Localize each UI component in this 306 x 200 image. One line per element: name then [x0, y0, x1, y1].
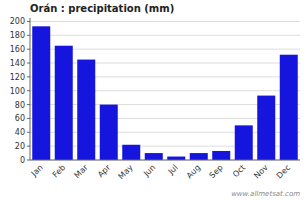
grid-line [30, 35, 300, 36]
y-tick-label: 60 [15, 114, 25, 123]
bars [32, 26, 298, 160]
x-tick-label: Jul [166, 163, 180, 177]
x-axis: Jan Feb Mar AprMay Jun Jul Aug Sep Oct Nov Dec [29, 163, 292, 182]
bar [167, 157, 185, 160]
x-tick-label: Oct [231, 163, 247, 179]
y-tick-label: 20 [15, 142, 25, 151]
bar [257, 96, 275, 160]
chart-svg: 0 20 40 60 80 100 120 140 160 180 200 Jan Feb Mar AprM… [0, 0, 306, 200]
bar [235, 125, 253, 160]
x-tick-label: Sep [208, 163, 225, 180]
bar [100, 105, 118, 160]
y-axis-line [30, 18, 31, 160]
x-tick-label: Jan [29, 163, 45, 179]
bar [212, 151, 230, 160]
y-tick-label: 80 [15, 101, 25, 110]
x-tick-label: May [117, 163, 135, 181]
chart-container: 0 20 40 60 80 100 120 140 160 180 200 Jan Feb Mar AprM… [0, 0, 306, 200]
y-tick-label: 40 [15, 128, 25, 137]
x-tick-label: Jun [141, 163, 157, 179]
watermark: www.allmetsat.com [231, 190, 300, 198]
grid-line [30, 21, 300, 22]
x-axis-line [30, 160, 300, 161]
chart-title: Orán : precipitation (mm) [30, 3, 174, 14]
y-tick-label: 120 [10, 73, 25, 82]
x-tick-label: Mar [73, 163, 91, 181]
bar [122, 145, 140, 160]
bar [280, 55, 298, 160]
y-tick-label: 0 [20, 156, 25, 165]
y-grid: 0 20 40 60 80 100 120 140 160 180 200 [10, 17, 300, 165]
bar [77, 60, 95, 160]
bar [190, 153, 208, 160]
x-tick-label: Aug [185, 163, 202, 180]
bar [145, 153, 163, 160]
x-tick-label: Apr [96, 163, 113, 180]
y-tick-label: 180 [10, 31, 25, 40]
bar [32, 26, 50, 160]
x-tick-label: Dec [275, 163, 292, 180]
grid-line [30, 160, 300, 161]
y-tick-label: 160 [10, 45, 25, 54]
x-tick-label: Nov [252, 163, 270, 181]
y-tick-label: 140 [10, 59, 25, 68]
y-tick-label: 100 [10, 87, 25, 96]
bar [55, 46, 73, 160]
x-tick-label: Feb [51, 163, 67, 179]
y-tick-label: 200 [10, 17, 25, 26]
